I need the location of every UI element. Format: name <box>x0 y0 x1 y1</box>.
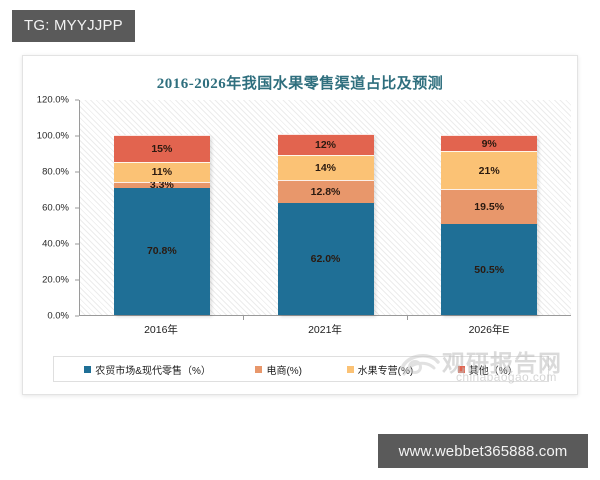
x-tick-label: 2021年 <box>308 324 342 336</box>
bar-segment-label: 9% <box>481 137 497 150</box>
bar-segment[interactable]: 15% <box>113 134 210 162</box>
bar-segment[interactable]: 70.8% <box>113 187 210 315</box>
legend-label: 其他（%） <box>468 365 518 377</box>
legend-item[interactable]: 其他（%） <box>457 362 518 377</box>
legend-label: 农贸市场&现代零售（%） <box>95 365 211 377</box>
chart-legend: 农贸市场&现代零售（%） 电商(%) 水果专营(%) 其他（%） <box>53 356 549 382</box>
bar-segment[interactable]: 21% <box>441 151 538 190</box>
bar-segment-label: 3.3% <box>149 179 174 192</box>
tg-badge: TG: MYYJJPP <box>12 10 135 42</box>
y-tick-mark <box>75 279 79 281</box>
chart-title: 2016-2026年我国水果零售渠道占比及预测 <box>156 76 444 92</box>
y-tick-mark <box>75 243 79 245</box>
bar-segment-label: 15% <box>151 142 173 155</box>
footer-url-bar: www.webbet365888.com <box>378 434 588 468</box>
legend-item[interactable]: 电商(%) <box>255 362 302 377</box>
y-tick-label: 20.0% <box>42 274 69 286</box>
legend-item[interactable]: 水果专营(%) <box>346 362 414 377</box>
x-axis: 2016年 2021年 2026年E <box>79 322 571 337</box>
y-tick-label: 0.0% <box>47 310 69 322</box>
bar-segment-label: 14% <box>314 162 336 175</box>
plot-area: 70.8% 3.3% 11% 15% 62.0% 12.8% 14% 12% 50.5% 19.5… <box>79 100 571 316</box>
bar-segment-label: 12.8% <box>310 186 341 199</box>
plot-wrapper: 0.0% 20.0% 40.0% 60.0% 80.0% 100.0% 120.0% 70.… <box>23 95 579 340</box>
y-tick-label: 60.0% <box>42 202 69 214</box>
bar-segment[interactable]: 12.8% <box>277 180 374 204</box>
legend-label: 电商(%) <box>266 365 303 377</box>
bar-slot: 50.5% 19.5% 21% 9% <box>407 100 571 315</box>
stacked-bar[interactable]: 70.8% 3.3% 11% 15% <box>113 134 210 315</box>
bar-segment-label: 62.0% <box>310 253 341 266</box>
bar-segment[interactable]: 9% <box>441 135 538 152</box>
y-tick-mark <box>75 171 79 173</box>
legend-swatch-icon <box>84 365 92 373</box>
y-tick-mark <box>75 135 79 137</box>
stacked-bar[interactable]: 50.5% 19.5% 21% 9% <box>441 135 538 315</box>
y-tick-label: 80.0% <box>42 166 69 178</box>
bar-segment-label: 11% <box>151 166 173 179</box>
legend-label: 水果专营(%) <box>357 365 414 377</box>
bar-segment-label: 12% <box>314 138 336 151</box>
y-tick-mark <box>75 315 79 317</box>
y-axis: 0.0% 20.0% 40.0% 60.0% 80.0% 100.0% 120.0% <box>23 95 79 322</box>
bar-segment[interactable]: 12% <box>277 133 374 156</box>
bar-segment[interactable]: 19.5% <box>441 189 538 225</box>
bar-slot: 70.8% 3.3% 11% 15% <box>80 100 244 315</box>
legend-swatch-icon <box>346 365 354 373</box>
bar-segment[interactable]: 3.3% <box>113 179 210 192</box>
bar-segment[interactable]: 11% <box>113 161 210 182</box>
bar-segment-label: 21% <box>478 164 500 177</box>
x-tick-label: 2026年E <box>468 324 510 336</box>
bar-group: 70.8% 3.3% 11% 15% 62.0% 12.8% 14% 12% 50.5% 19.5… <box>80 100 571 315</box>
x-tick-label: 2016年 <box>144 324 178 336</box>
bar-segment[interactable]: 50.5% <box>441 224 538 315</box>
legend-item[interactable]: 农贸市场&现代零售（%） <box>84 362 211 377</box>
x-tick-mark <box>243 316 244 320</box>
bar-slot: 62.0% 12.8% 14% 12% <box>244 100 408 315</box>
y-tick-mark <box>75 99 79 101</box>
bar-segment-label: 70.8% <box>146 245 177 258</box>
chart-card: 2016-2026年我国水果零售渠道占比及预测 0.0% 20.0% 40.0% 60… <box>22 55 578 395</box>
y-tick-label: 40.0% <box>42 238 69 250</box>
y-tick-label: 100.0% <box>36 130 69 142</box>
bar-segment-label: 50.5% <box>474 263 505 276</box>
x-tick-mark <box>407 316 408 320</box>
legend-swatch-icon <box>457 365 465 373</box>
stacked-bar[interactable]: 62.0% 12.8% 14% 12% <box>277 133 374 315</box>
y-tick-mark <box>75 207 79 209</box>
bar-segment[interactable]: 62.0% <box>277 203 374 315</box>
bar-segment[interactable]: 14% <box>277 155 374 181</box>
footer-url-text: www.webbet365888.com <box>398 442 568 460</box>
legend-swatch-icon <box>255 365 263 373</box>
bar-segment-label: 19.5% <box>474 201 505 214</box>
y-tick-label: 120.0% <box>36 94 69 106</box>
